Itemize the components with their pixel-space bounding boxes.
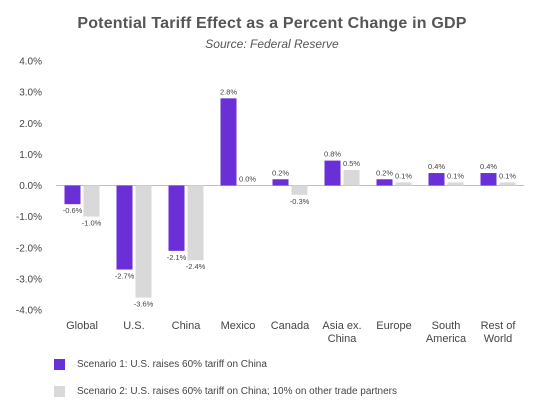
data-label-series-2: 0.1%	[395, 171, 412, 180]
data-label-series-1: -2.1%	[167, 253, 187, 262]
bar-series-2	[135, 185, 152, 298]
data-label-series-1: 0.2%	[376, 168, 393, 177]
bar-chart: 4.0% 3.0% 2.0% 1.0% 0.0% -1.0% -2.0% -3.0% -4.0%…	[16, 57, 524, 345]
bar-series-2	[187, 185, 204, 261]
bar-series-1	[168, 185, 185, 251]
chart-subtitle: Source: Federal Reserve	[205, 37, 339, 51]
x-category-label-line: Europe	[376, 320, 411, 332]
x-category-label: Asia ex. China	[322, 320, 361, 345]
y-tick-label: 4.0%	[19, 57, 42, 68]
data-label-series-1: 0.4%	[428, 162, 445, 171]
x-category-label-line: America	[426, 333, 467, 345]
data-label-series-2: -0.3%	[290, 197, 310, 206]
x-category-label: Mexico	[221, 320, 256, 332]
x-category-label-line: South	[432, 320, 461, 332]
x-category-label: Canada	[271, 320, 310, 332]
x-category-label-line: Mexico	[221, 320, 256, 332]
x-category-label-line: U.S.	[123, 320, 144, 332]
legend-item-scenario-2: Scenario 2: U.S. raises 60% tariff on Ch…	[54, 384, 397, 398]
bar-series-1	[376, 179, 393, 186]
data-label-series-1: 0.2%	[272, 168, 289, 177]
data-label-series-1: 0.8%	[324, 150, 341, 159]
data-label-series-1: -2.7%	[115, 272, 135, 281]
x-category-label: Rest of World	[481, 320, 517, 345]
data-label-series-2: 0.1%	[447, 171, 464, 180]
bar-series-2	[499, 182, 516, 186]
data-label-series-2: 0.1%	[499, 171, 516, 180]
x-category-label: Global	[66, 320, 98, 332]
bar-series-1	[480, 173, 497, 186]
bar-series-1	[272, 179, 289, 186]
data-label-series-2: -1.0%	[82, 219, 102, 228]
x-category-label-line: China	[328, 333, 358, 345]
x-category-label: China	[172, 320, 202, 332]
y-tick-label: -4.0%	[16, 306, 42, 317]
x-category-label-line: China	[172, 320, 202, 332]
bar-series-2	[447, 182, 464, 186]
x-category-label-line: Asia ex.	[322, 320, 361, 332]
y-tick-label: -2.0%	[16, 243, 42, 254]
legend-label-scenario-1: Scenario 1: U.S. raises 60% tariff on Ch…	[77, 358, 267, 370]
bar-series-1	[220, 98, 237, 186]
bar-series-1	[116, 185, 133, 270]
legend-swatch-scenario-2	[54, 385, 65, 397]
x-category-label: U.S.	[123, 320, 144, 332]
y-tick-label: 0.0%	[19, 181, 42, 192]
y-tick-label: -1.0%	[16, 212, 42, 223]
x-category-label: South America	[426, 320, 467, 345]
bar-series-1	[64, 185, 81, 205]
y-tick-label: 1.0%	[19, 150, 42, 161]
y-tick-label: 3.0%	[19, 88, 42, 99]
legend-item-scenario-1: Scenario 1: U.S. raises 60% tariff on Ch…	[54, 357, 397, 371]
x-category-label-line: World	[484, 333, 513, 345]
legend: Scenario 1: U.S. raises 60% tariff on Ch…	[54, 357, 397, 411]
bar-series-2	[343, 169, 360, 186]
data-label-series-2: 0.0%	[239, 175, 256, 184]
data-label-series-1: 2.8%	[220, 87, 237, 96]
chart-title: Potential Tariff Effect as a Percent Cha…	[77, 15, 467, 32]
bar-series-2	[291, 185, 308, 195]
bar-series-2	[83, 185, 100, 217]
data-label-series-1: -0.6%	[63, 206, 83, 215]
x-category-label-line: Rest of	[481, 320, 517, 332]
bar-series-1	[428, 173, 445, 186]
data-label-series-2: -2.4%	[186, 262, 206, 271]
legend-swatch-scenario-1	[54, 358, 65, 370]
bar-series-1	[324, 160, 341, 186]
y-tick-label: 2.0%	[19, 119, 42, 130]
data-label-series-2: 0.5%	[343, 159, 360, 168]
x-category-label: Europe	[376, 320, 411, 332]
legend-label-scenario-2: Scenario 2: U.S. raises 60% tariff on Ch…	[77, 385, 397, 397]
x-category-label-line: Global	[66, 320, 98, 332]
x-category-label-line: Canada	[271, 320, 310, 332]
y-tick-label: -3.0%	[16, 274, 42, 285]
bar-series-2	[395, 182, 412, 186]
data-label-series-1: 0.4%	[480, 162, 497, 171]
data-label-series-2: -3.6%	[134, 300, 154, 309]
